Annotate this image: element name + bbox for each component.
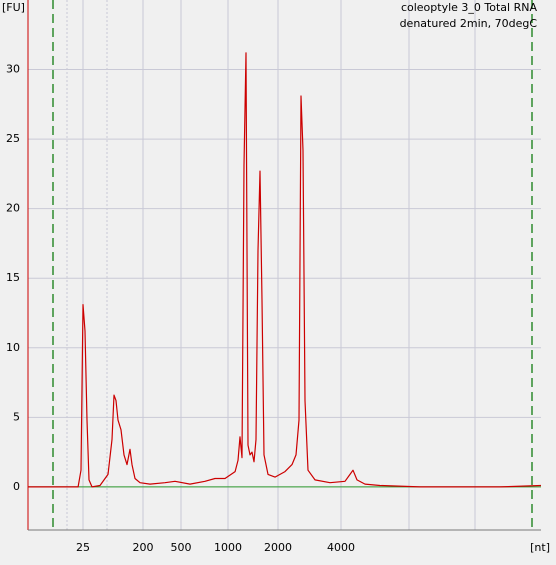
y-tick-label: 0 <box>13 480 20 493</box>
x-tick-label: 25 <box>76 541 90 554</box>
trace <box>28 52 542 488</box>
chart-subtitle: denatured 2min, 70degC <box>400 17 538 30</box>
y-axis-label: [FU] <box>2 1 25 14</box>
y-tick-label: 5 <box>13 410 20 423</box>
y-tick-label: 10 <box>6 341 20 354</box>
x-tick-label: 4000 <box>327 541 355 554</box>
x-tick-label: 1000 <box>214 541 242 554</box>
y-tick-label: 25 <box>6 132 20 145</box>
y-tick-label: 30 <box>6 63 20 76</box>
x-axis-label: [nt] <box>530 541 550 554</box>
grid <box>28 0 541 530</box>
y-tick-label: 15 <box>6 271 20 284</box>
chart-title: coleoptyle 3_0 Total RNA <box>401 1 538 14</box>
x-tick-label: 200 <box>133 541 154 554</box>
plot <box>28 52 542 488</box>
x-tick-label: 500 <box>171 541 192 554</box>
x-tick-label: 2000 <box>264 541 292 554</box>
y-tick-label: 20 <box>6 202 20 215</box>
